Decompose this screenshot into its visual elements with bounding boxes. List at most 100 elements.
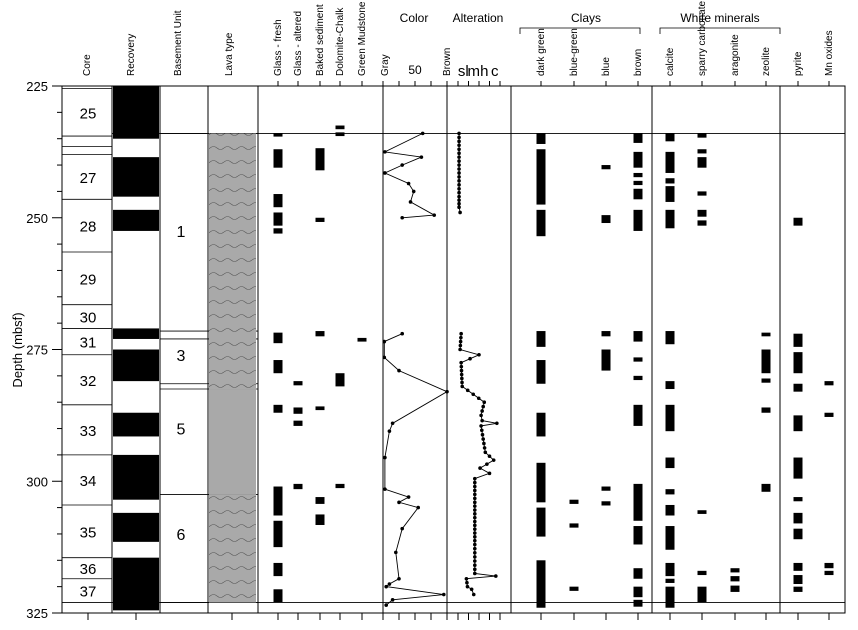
bottom-ticks (87, 81, 830, 620)
alteration-point (473, 542, 477, 547)
alteration-point (458, 343, 463, 348)
alteration-scale-labels: slm h c (458, 63, 499, 80)
alteration-point (473, 535, 477, 539)
alteration-point (457, 205, 461, 210)
core-label: 28 (80, 219, 97, 236)
recovery-block (113, 328, 159, 339)
alteration-point (459, 331, 463, 336)
mineral-bar (293, 381, 303, 386)
mineral-bar (569, 499, 579, 504)
color-point (408, 200, 413, 204)
mineral-header: Dolomite-Chalk (335, 7, 346, 76)
mineral-bar (335, 125, 345, 130)
mineral-bar (357, 337, 367, 342)
core-column: 25 27 28 29 30 31 32 33 34 35 36 37 (62, 88, 112, 603)
white-minerals-bracket (659, 27, 781, 34)
unit-label: 6 (177, 527, 186, 544)
alteration-point (457, 194, 461, 199)
alteration-point (459, 364, 464, 369)
recovery-block (113, 412, 159, 437)
y-axis: 225 250 275 300 325 (26, 79, 62, 621)
mineral-bar (601, 165, 611, 170)
alteration-point (473, 571, 477, 576)
color-point (383, 455, 387, 460)
color-point (397, 500, 401, 505)
alteration-point (473, 496, 477, 501)
mineral-bar (793, 497, 803, 502)
mineral-bar (793, 415, 803, 432)
mineral-bar (633, 331, 643, 342)
alteration-line (459, 333, 497, 595)
color-point (384, 584, 389, 589)
alteration-point (471, 392, 476, 397)
alteration-point (473, 555, 477, 559)
alteration-point (465, 388, 470, 393)
mineral-bar (824, 570, 834, 576)
mineral-header: calcite (665, 47, 676, 76)
mineral-header: blue (601, 57, 612, 76)
core-label: 30 (80, 310, 97, 327)
alteration-point (457, 171, 461, 175)
color-point (387, 582, 392, 586)
mineral-bar (665, 457, 675, 469)
mineral-bar (293, 420, 303, 426)
alteration-point (476, 396, 481, 401)
y-tick-label: 225 (26, 79, 48, 94)
color-scale-left: Gray (380, 54, 391, 76)
core-label: 25 (80, 105, 97, 122)
mineral-bar (697, 157, 707, 168)
mineral-bar (633, 586, 643, 598)
mineral-bar (601, 215, 611, 224)
mineral-bar (697, 586, 707, 603)
mineral-bar (633, 180, 643, 186)
mineral-bar (793, 333, 803, 347)
alteration-point (480, 418, 484, 423)
color-point (384, 603, 389, 607)
mineral-bar (761, 483, 771, 492)
mineral-bar (665, 489, 675, 495)
alteration-point (491, 458, 496, 462)
mineral-bar (601, 349, 611, 371)
mineral-bar (697, 209, 707, 217)
alteration-point (465, 580, 469, 585)
outer-frame (61, 85, 846, 614)
core-label: 27 (80, 170, 97, 187)
mineral-bar (665, 526, 675, 550)
alteration-point (457, 139, 461, 144)
mineral-bar (793, 562, 803, 571)
core-label: 35 (80, 524, 97, 541)
color-point (442, 592, 446, 597)
alteration-point (473, 550, 477, 555)
core-label: 31 (80, 335, 97, 352)
alteration-point (485, 462, 489, 466)
mineral-header: sparry carbonate (697, 1, 708, 76)
alteration-point (481, 437, 486, 441)
alteration-point (473, 515, 477, 520)
mineral-bar (273, 520, 283, 548)
mineral-bar (633, 483, 643, 521)
mineral-bar (793, 383, 803, 392)
color-point (382, 339, 387, 344)
mineral-bar (665, 209, 675, 229)
alteration-point (494, 574, 498, 578)
color-point (383, 487, 387, 491)
mineral-bar (273, 212, 283, 226)
header-basement-unit: Basement Unit (173, 10, 184, 76)
color-curve (382, 81, 449, 620)
mineral-bar (633, 357, 643, 362)
alteration-scale-label: c (491, 63, 499, 80)
alteration-point (457, 131, 461, 136)
mineral-bar (633, 526, 643, 545)
mineral-bar (536, 360, 546, 384)
alteration-point (459, 368, 464, 373)
alteration-point (477, 352, 481, 357)
alteration-point (473, 527, 477, 531)
alteration-point (458, 347, 462, 352)
mineral-bar (273, 589, 283, 603)
mineral-bar (793, 352, 803, 374)
mineral-bar (793, 528, 803, 540)
mineral-bar (273, 404, 283, 413)
mineral-header: aragonite (730, 34, 741, 76)
mineral-bar (315, 497, 325, 504)
mineral-bar (315, 148, 325, 171)
